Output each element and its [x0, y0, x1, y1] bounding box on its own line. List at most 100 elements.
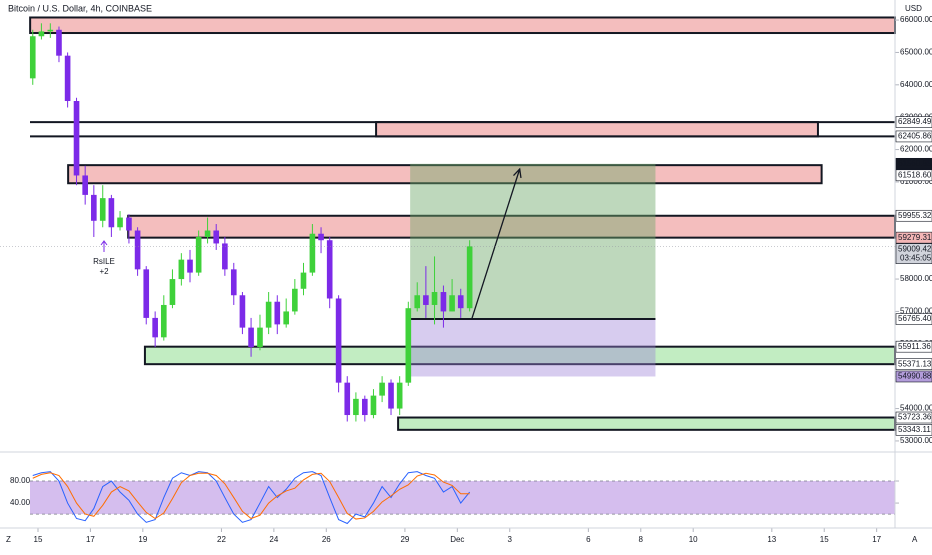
candle-body	[56, 29, 62, 56]
x-tick-label: 22	[217, 535, 226, 544]
x-tick-label: 15	[820, 535, 829, 544]
price-label-box	[895, 358, 932, 370]
stoch-line-k	[32, 471, 471, 525]
x-tick-label: 15	[34, 535, 43, 544]
corner-label[interactable]: A	[912, 535, 918, 544]
candle-body	[353, 398, 359, 416]
candle-body	[134, 230, 141, 270]
zone	[29, 16, 896, 35]
candle-body	[213, 230, 220, 244]
chart-title: Bitcoin / U.S. Dollar, 4h, COINBASE	[8, 3, 152, 13]
y-tick-label: 61000.00	[900, 177, 932, 186]
price-label-box	[895, 313, 932, 325]
candle-body	[292, 288, 298, 312]
price-label-box	[895, 130, 932, 143]
price-pane	[0, 16, 896, 431]
candle-body	[47, 29, 54, 32]
price-label: 55911.36	[898, 342, 931, 351]
candle-body	[195, 236, 202, 273]
annotation-arrow	[100, 240, 108, 252]
candle-body	[440, 292, 447, 312]
candle-body	[370, 395, 377, 416]
candle-body	[152, 317, 158, 338]
candle-body	[423, 295, 429, 305]
price-label: 62849.49	[898, 117, 932, 126]
candle-body	[457, 295, 464, 309]
zone	[375, 121, 819, 138]
candle-body	[326, 240, 333, 299]
price-label: 53723.36	[898, 413, 932, 422]
price-label-box	[895, 243, 932, 264]
candle-body	[169, 279, 176, 305]
candle-body	[230, 269, 237, 296]
price-label-box	[895, 340, 932, 353]
candle-body	[117, 217, 123, 228]
price-label: 56765.40	[898, 314, 932, 323]
annotation-count: +2	[99, 267, 109, 276]
candle-body	[309, 233, 316, 273]
position-stop	[410, 319, 656, 377]
price-label-box	[895, 157, 932, 170]
currency-label: USD	[905, 4, 922, 13]
x-tick-label: 17	[86, 535, 95, 544]
x-tick-label: 3	[508, 535, 513, 544]
candle-body	[160, 304, 167, 338]
x-tick-label: Dec	[450, 535, 464, 544]
x-tick-label: 13	[767, 535, 776, 544]
x-tick-label: 17	[872, 535, 881, 544]
candle-body	[204, 230, 211, 237]
candle-body	[64, 55, 71, 102]
candle-body	[38, 31, 45, 37]
price-label: 61560.85	[898, 159, 932, 168]
price-label: 53343.11	[898, 425, 931, 434]
price-label: 54990.88	[898, 372, 932, 381]
arrow-head	[513, 167, 522, 178]
candle-body	[257, 327, 263, 348]
y-tick-label: 64000.00	[900, 80, 932, 89]
candle-body	[126, 217, 132, 231]
price-label-box	[895, 169, 932, 182]
x-tick-label: 24	[269, 535, 278, 544]
price-label: 62405.86	[898, 132, 932, 141]
x-tick-label: 8	[639, 535, 644, 544]
oscillator-pane: 80.00 40.00	[10, 471, 899, 525]
y-tick-label: 53000.00	[900, 436, 932, 445]
candle-body	[29, 36, 36, 79]
x-tick-label: 29	[400, 535, 409, 544]
position-target	[410, 163, 656, 320]
y-tick-label: 66000.00	[900, 15, 932, 24]
y-tick-label: 62000.00	[900, 145, 932, 154]
candle-body	[379, 382, 385, 396]
candle-body	[414, 295, 421, 309]
candle-body	[73, 101, 80, 176]
candle-body	[344, 382, 351, 416]
price-label-box	[895, 209, 932, 222]
candle-body	[274, 301, 281, 325]
stoch-line-d	[32, 472, 470, 520]
annotation: RsILE	[93, 257, 115, 266]
countdown: 03:45:05	[900, 253, 932, 262]
price-label: 59279.31	[898, 233, 932, 242]
corner-label[interactable]: Z	[6, 535, 11, 544]
candle-body	[283, 311, 290, 325]
stoch-band	[30, 481, 895, 515]
candle-body	[300, 272, 307, 289]
price-label-box	[895, 231, 932, 244]
candle-body	[388, 382, 394, 409]
candle-body	[466, 246, 473, 309]
stoch-tick-label: 40.00	[10, 498, 31, 507]
candle-body	[335, 298, 342, 383]
price-label-box	[895, 116, 932, 128]
price-label: 55371.13	[898, 359, 932, 368]
candle-body	[239, 295, 246, 328]
candle-body	[91, 194, 97, 221]
candle-body	[187, 259, 193, 273]
candle-body	[405, 308, 412, 383]
candle-body	[248, 327, 254, 348]
candle-body	[449, 295, 455, 312]
x-tick-label: 19	[138, 535, 147, 544]
price-label: 59009.42	[898, 244, 932, 253]
stoch-tick-label: 80.00	[10, 476, 31, 485]
candle-body	[143, 269, 150, 318]
